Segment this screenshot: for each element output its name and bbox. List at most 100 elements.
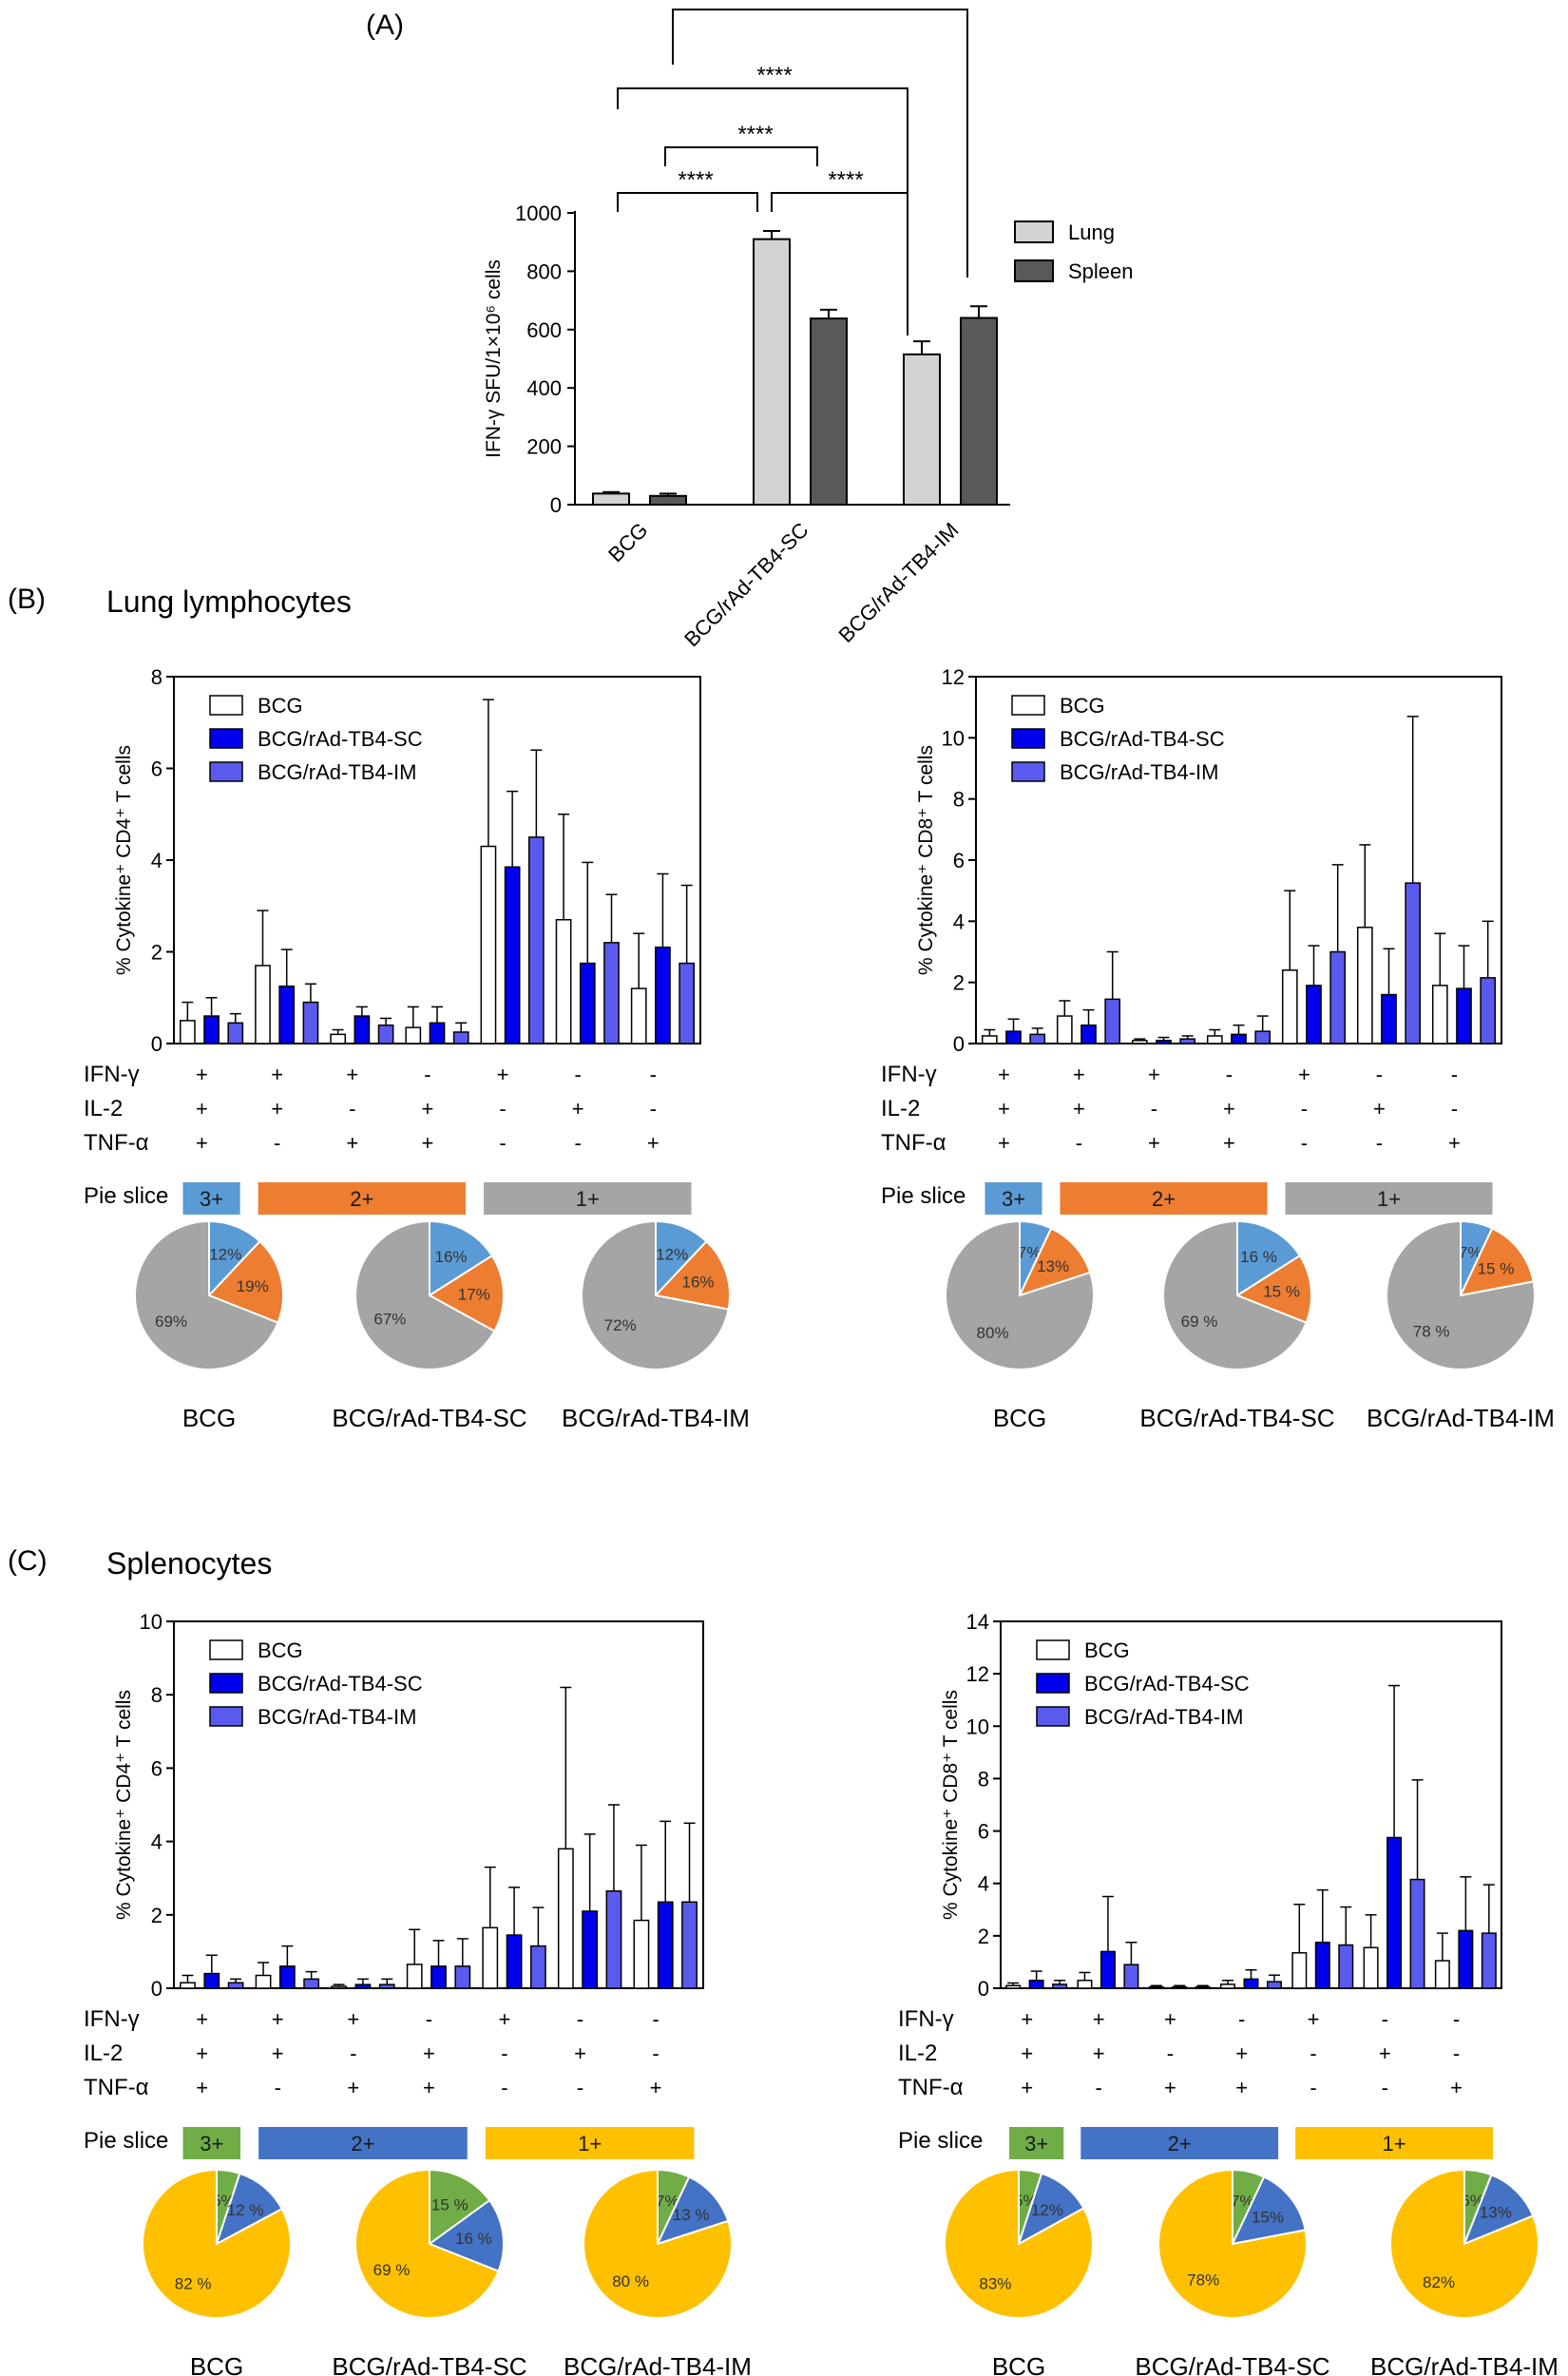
cytokine-sign: - (575, 1131, 582, 1155)
cytokine-sign: + (1021, 2007, 1033, 2031)
pie-slice-key-label: 2+ (350, 1187, 373, 1211)
pie-slice-key (1285, 1182, 1493, 1215)
pie-slice-key (985, 1182, 1042, 1215)
bar (1052, 1983, 1068, 1989)
pie-percent-label: 67% (373, 1311, 406, 1329)
pie-percent-label: 69 % (373, 2261, 411, 2279)
legend-label: BCG/rAd-TB4-IM (1084, 1705, 1243, 1729)
pie-slice (1389, 2168, 1539, 2319)
pie-slice (1162, 1219, 1308, 1370)
pie-slice-key-label: 3+ (200, 2132, 223, 2156)
legend-swatch (1011, 695, 1045, 716)
pie-slice (944, 2168, 1094, 2319)
pie-slice (583, 2168, 733, 2319)
pie-slice (945, 1219, 1095, 1370)
y-tick-label: 6 (978, 1820, 989, 1844)
bar (753, 238, 791, 506)
cytokine-sign: + (347, 2076, 359, 2099)
bar (1431, 985, 1448, 1044)
pie-slice (1236, 1219, 1302, 1297)
panel-label: (B) (8, 584, 46, 615)
bar (1281, 969, 1298, 1044)
y-axis-label: IFN-γ SFU/1×10⁶ cells (483, 259, 505, 458)
bar (1458, 1929, 1474, 1989)
cytokine-sign: - (1301, 1131, 1308, 1155)
cytokine-row-label: IFN-γ (898, 2006, 954, 2032)
bar (649, 494, 687, 506)
cytokine-sign: - (275, 2076, 281, 2099)
cytokine-sign: + (1093, 2041, 1105, 2065)
bar (633, 1919, 650, 1989)
bar (630, 987, 647, 1044)
cytokine-sign: + (346, 1131, 358, 1155)
pie-slice-key (1009, 2127, 1064, 2159)
legend-swatch (1014, 220, 1054, 243)
y-tick-label: 4 (151, 1830, 163, 1854)
pie-percent-label: 80 % (612, 2272, 649, 2290)
bar (555, 918, 572, 1044)
bar (1231, 1033, 1247, 1044)
bar (810, 317, 848, 506)
cytokine-sign: + (346, 1063, 358, 1086)
cytokine-row-label: TNF-α (881, 1130, 947, 1156)
pie-group-label: BCG (992, 2352, 1045, 2376)
bar (557, 1848, 574, 1989)
cytokine-sign: - (1376, 1131, 1383, 1155)
cytokine-sign: - (274, 1131, 280, 1155)
panel-b-cd8: 0 2 4 6 8 10 12 % Cytokine⁺ CD8⁺ T cells BCG BCG/… (881, 665, 1555, 1432)
y-tick-label: 10 (942, 726, 965, 750)
pie-percent-label: 78 % (1413, 1322, 1450, 1340)
cytokine-sign: + (1164, 2076, 1176, 2099)
pie-percent-label: 15% (1252, 2208, 1284, 2226)
pie-slice-key-label: 1+ (576, 1187, 600, 1211)
cytokine-sign: - (577, 2076, 583, 2099)
cytokine-sign: + (998, 1063, 1010, 1086)
cytokine-row-label: IL-2 (84, 1096, 123, 1121)
pie-slice (354, 1219, 496, 1370)
cytokine-sign: + (650, 2076, 662, 2099)
pie-slice (142, 2168, 292, 2319)
cytokine-row-label: IFN-γ (881, 1062, 937, 1087)
bar (1338, 1944, 1354, 1989)
legend-swatch (1014, 259, 1054, 282)
bar (579, 962, 596, 1044)
pie-slice-key (182, 2127, 241, 2159)
pie-slice-key-label: 1+ (1377, 1187, 1401, 1211)
pie-percent-label: 12% (656, 1245, 688, 1263)
pie-slice-key-label: 2+ (351, 2132, 374, 2156)
significance-bracket (617, 192, 758, 212)
bar (1179, 1038, 1196, 1044)
cytokine-sign: + (1298, 1063, 1310, 1086)
y-tick-label: 4 (978, 1872, 989, 1896)
cytokine-sign: - (1310, 2041, 1316, 2065)
cytokine-sign: + (272, 2007, 284, 2031)
significance-label: **** (756, 63, 792, 88)
bar (1243, 1978, 1259, 1989)
y-tick-label: 8 (978, 1767, 989, 1791)
pie-slice-key-label: 3+ (1024, 2132, 1048, 2156)
legend-swatch (1036, 1673, 1070, 1694)
bar (506, 1934, 523, 1989)
pie-percent-label: 78% (1187, 2271, 1219, 2289)
pie-percent-label: 13% (1480, 2204, 1512, 2222)
y-tick-label: 400 (526, 376, 562, 400)
legend-label: BCG/rAd-TB4-SC (258, 727, 423, 751)
bar (203, 1015, 220, 1044)
significance-bracket (617, 87, 908, 335)
significance-label: **** (737, 122, 773, 147)
bar (960, 316, 998, 506)
y-tick-label: 10 (966, 1715, 989, 1738)
legend-swatch (1011, 761, 1045, 782)
legend-label: BCG (1084, 1638, 1130, 1662)
y-tick-label: 14 (966, 1610, 989, 1634)
cytokine-row-label: IFN-γ (84, 1062, 140, 1087)
y-tick-label: 800 (526, 259, 562, 283)
y-tick-label: 6 (953, 849, 965, 872)
pie-slice-key (182, 1182, 240, 1215)
y-tick-label: 0 (550, 493, 562, 517)
cytokine-row-label: IL-2 (84, 2041, 123, 2066)
bar (179, 1020, 196, 1044)
y-tick-label: 0 (978, 1977, 989, 2001)
pie-percent-label: 69 % (1181, 1313, 1218, 1331)
bar (592, 492, 630, 506)
